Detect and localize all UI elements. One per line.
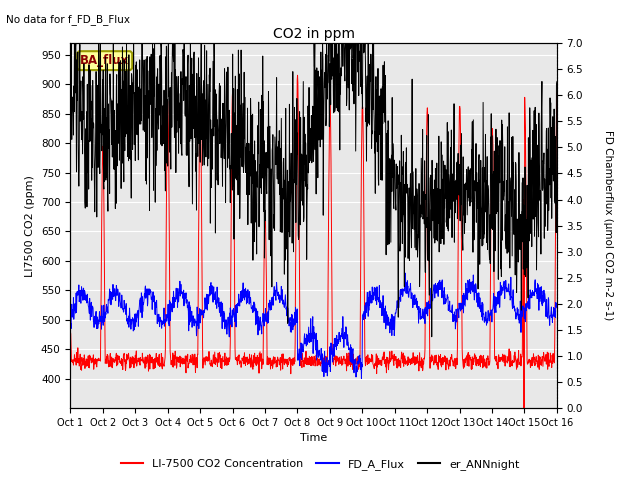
Legend: LI-7500 CO2 Concentration, FD_A_Flux, er_ANNnight: LI-7500 CO2 Concentration, FD_A_Flux, er…	[116, 455, 524, 474]
X-axis label: Time: Time	[300, 433, 327, 443]
Title: CO2 in ppm: CO2 in ppm	[273, 27, 355, 41]
Text: BA_flux: BA_flux	[80, 54, 129, 67]
Text: No data for f_FD_B_Flux: No data for f_FD_B_Flux	[6, 14, 131, 25]
Y-axis label: FD Chamberflux (μmol CO2 m-2 s-1): FD Chamberflux (μmol CO2 m-2 s-1)	[603, 131, 612, 321]
Y-axis label: LI7500 CO2 (ppm): LI7500 CO2 (ppm)	[26, 175, 35, 276]
